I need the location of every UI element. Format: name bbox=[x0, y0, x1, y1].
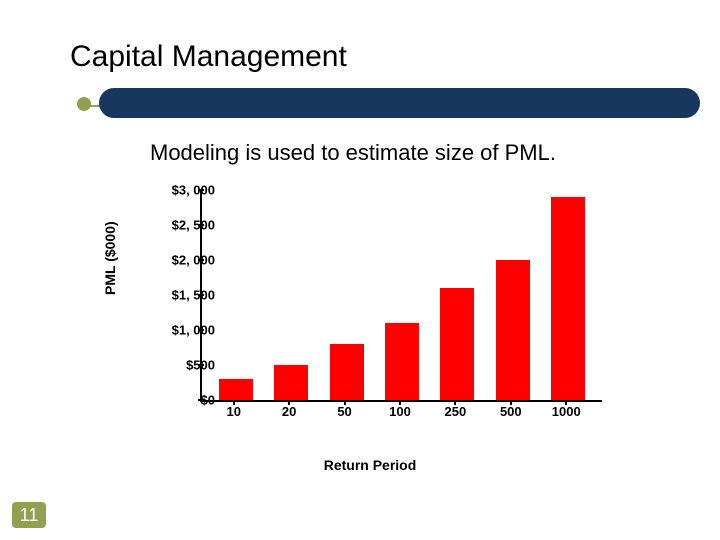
x-axis-label: Return Period bbox=[120, 457, 620, 473]
page-title: Capital Management bbox=[70, 40, 347, 74]
y-axis-label: PML ($000) bbox=[102, 221, 118, 295]
page-number-badge: 11 bbox=[12, 502, 46, 528]
bar bbox=[330, 344, 364, 400]
subtitle-text: Modeling is used to estimate size of PML… bbox=[150, 140, 556, 166]
bar bbox=[551, 197, 585, 400]
x-tick-label: 1000 bbox=[549, 404, 583, 419]
x-tick-label: 50 bbox=[328, 404, 362, 419]
x-tick-label: 10 bbox=[217, 404, 251, 419]
bar bbox=[385, 323, 419, 400]
slide: Capital Management Modeling is used to e… bbox=[0, 0, 720, 540]
x-ticks: 10 20 50 100 250 500 1000 bbox=[200, 404, 600, 419]
pml-bar-chart: PML ($000) $0$500$1, 000$1, 500$2, 000$2… bbox=[120, 185, 620, 465]
bar bbox=[496, 260, 530, 400]
plot-area bbox=[200, 190, 602, 402]
x-tick-label: 500 bbox=[494, 404, 528, 419]
bar bbox=[440, 288, 474, 400]
bars-container bbox=[202, 190, 602, 400]
x-tick-label: 100 bbox=[383, 404, 417, 419]
title-underline-bar bbox=[99, 88, 700, 118]
x-tick-label: 250 bbox=[438, 404, 472, 419]
bar bbox=[274, 365, 308, 400]
bar bbox=[219, 379, 253, 400]
x-tick-label: 20 bbox=[272, 404, 306, 419]
